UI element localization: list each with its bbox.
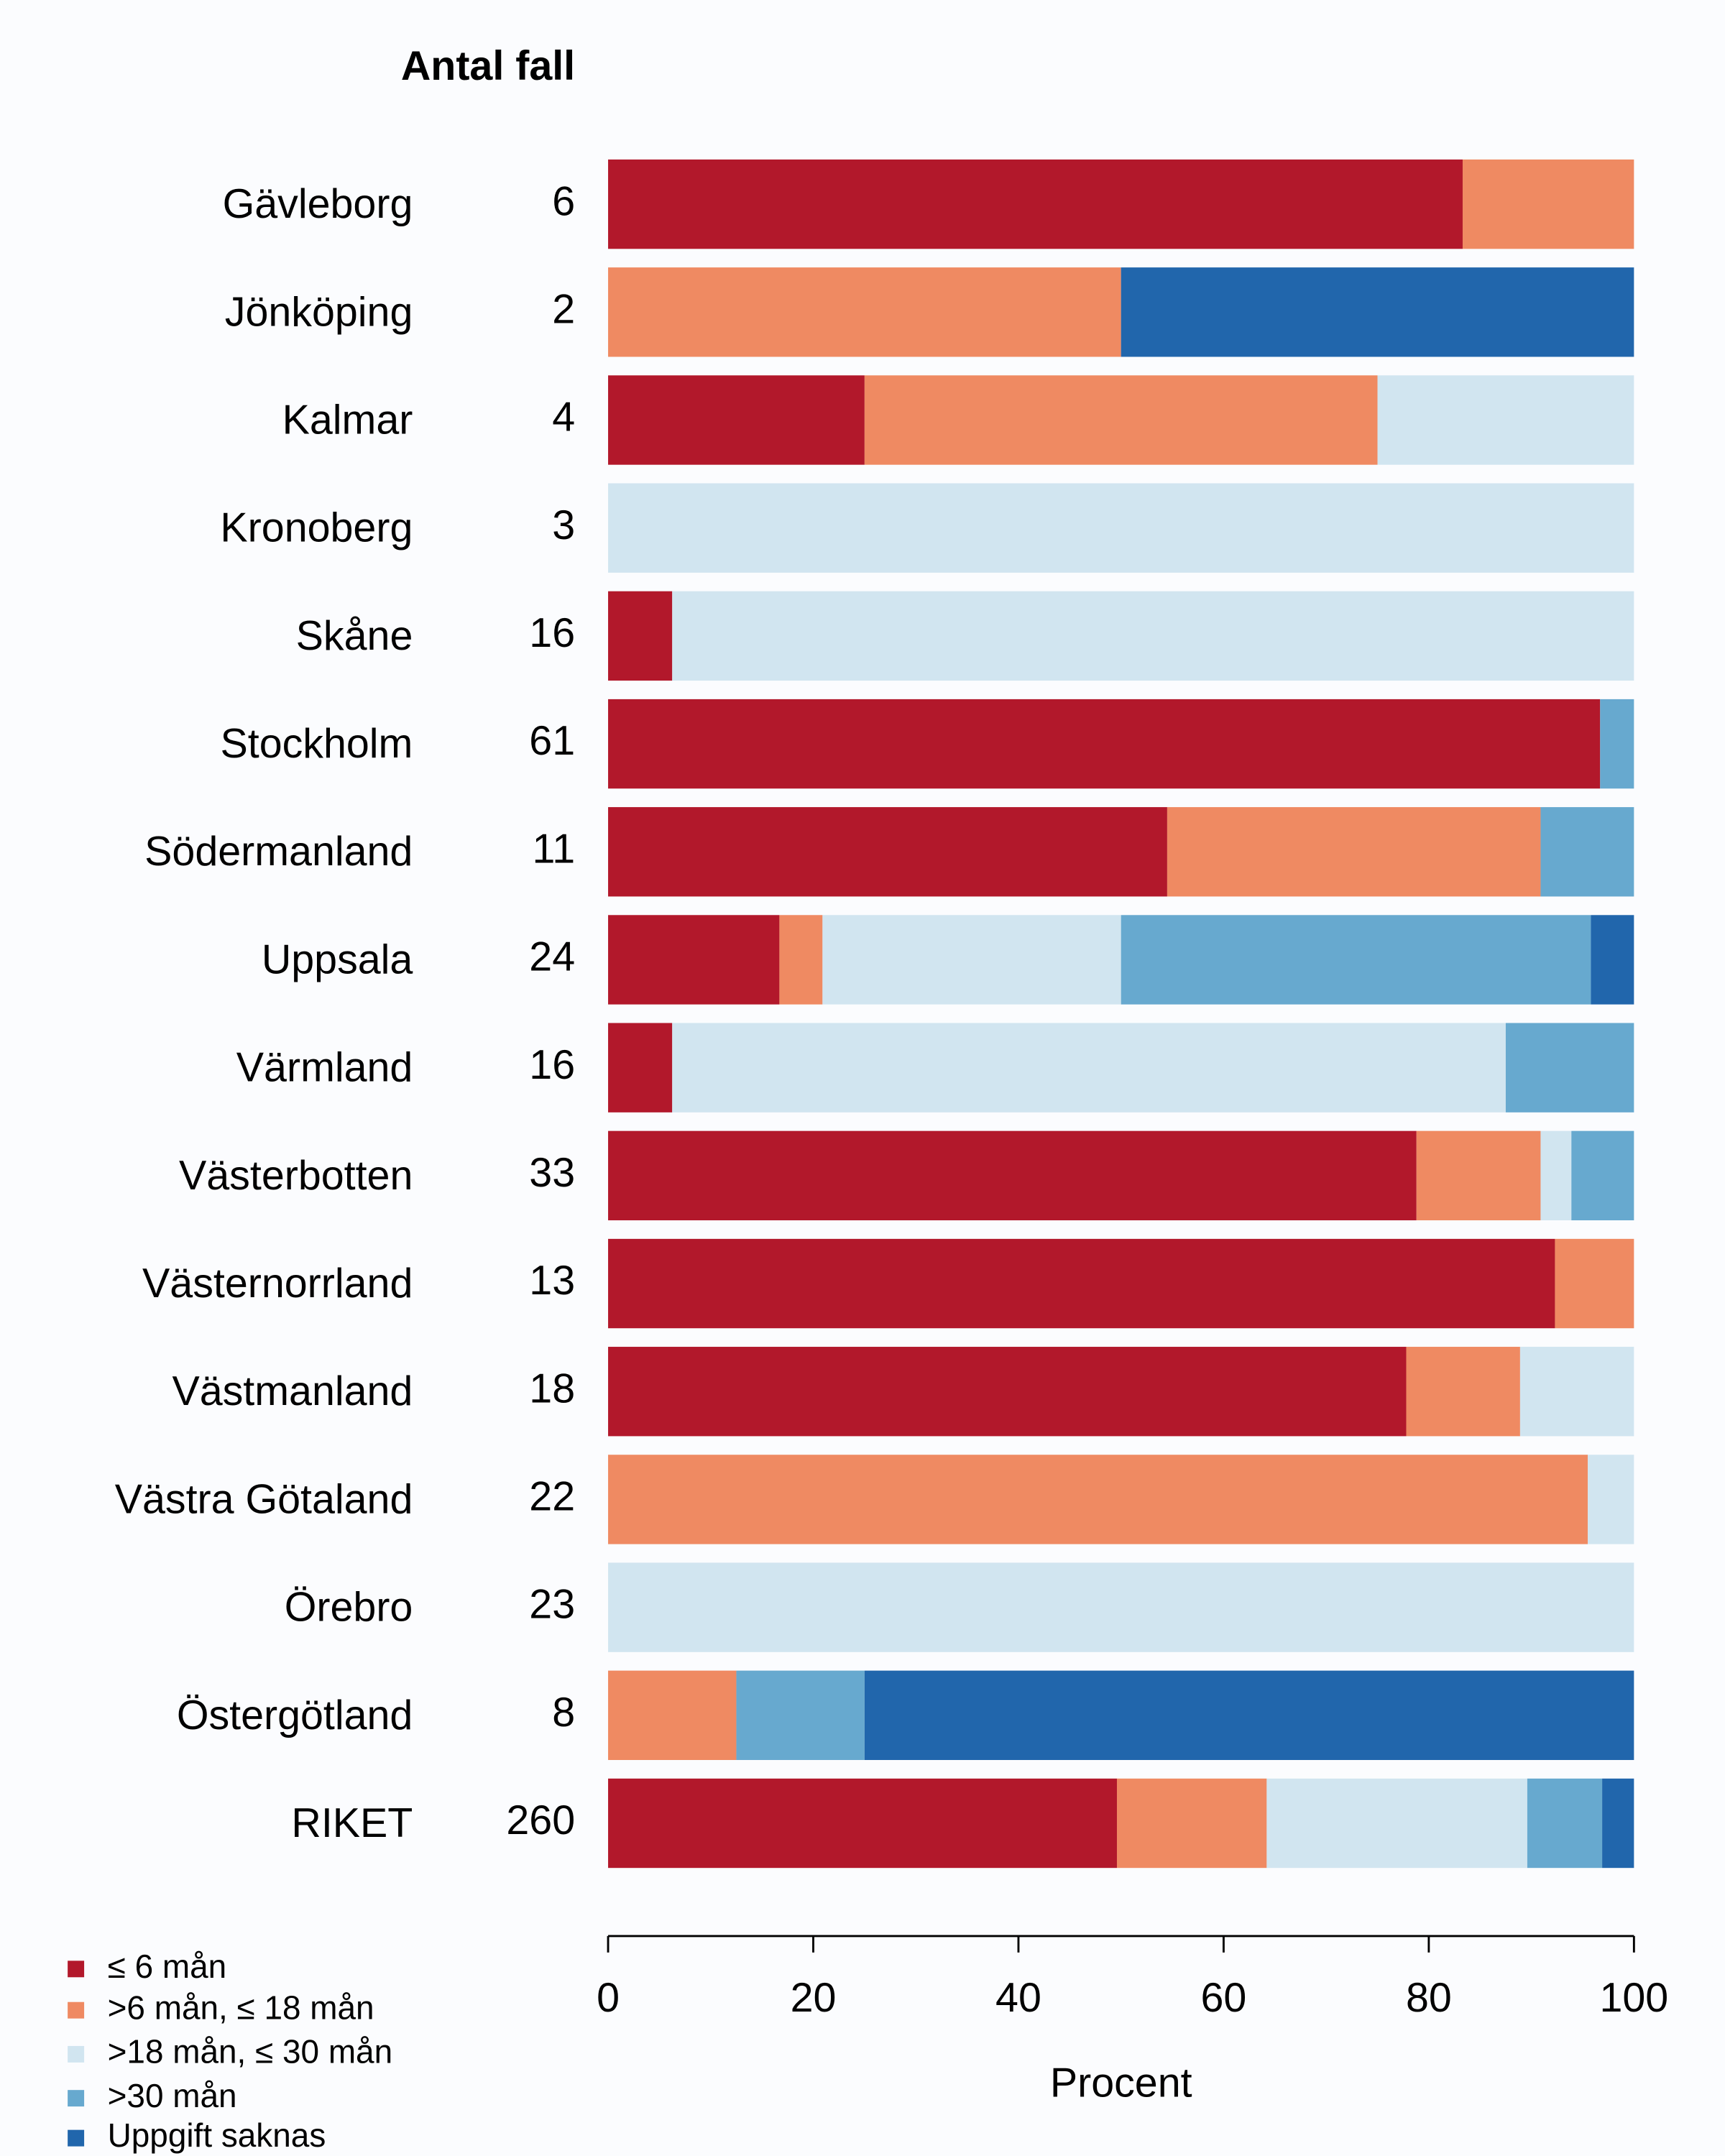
count-label: 13 [529, 1258, 575, 1304]
bar-segment [608, 1238, 1555, 1329]
count-label: 2 [552, 286, 575, 332]
count-header: Antal fall [401, 43, 575, 89]
count-label: 11 [533, 826, 576, 872]
count-label: 24 [529, 934, 575, 980]
bar-segment [1519, 1347, 1634, 1437]
bar-segment [608, 1130, 1417, 1221]
category-label: Kalmar [282, 397, 413, 443]
legend-label: Uppgift saknas [108, 2116, 326, 2154]
count-label: 33 [529, 1150, 575, 1196]
category-label: Örebro [285, 1585, 413, 1631]
legend-swatch [68, 2090, 85, 2107]
bar-segment [1416, 1130, 1541, 1221]
category-label: Stockholm [221, 721, 413, 767]
category-label: Västernorrland [142, 1261, 413, 1307]
x-tick-label: 60 [1201, 1975, 1247, 2021]
bar-segment [1377, 375, 1634, 465]
bar-segment [608, 1670, 737, 1760]
category-label: Västerbotten [179, 1153, 413, 1199]
category-label: Gävleborg [223, 181, 413, 227]
bar-segment [864, 375, 1378, 465]
bar-segment [1588, 1455, 1634, 1544]
bar-segment [608, 1778, 1117, 1869]
x-axis-label: Procent [1050, 2060, 1192, 2106]
legend-label: ≤ 6 mån [108, 1948, 227, 1985]
bar-segment [672, 1023, 1506, 1112]
bar-segment [1571, 1130, 1634, 1221]
bar-segment [608, 591, 673, 681]
bar-segment [736, 1670, 865, 1760]
count-label: 16 [529, 1042, 575, 1088]
legend-label: >18 mån, ≤ 30 mån [108, 2033, 393, 2070]
count-label: 61 [529, 718, 575, 764]
category-label: Västra Götaland [115, 1476, 413, 1522]
count-label: 18 [529, 1365, 575, 1411]
bar-segment [1266, 1778, 1527, 1869]
legend-swatch [68, 2129, 85, 2147]
bar-segment [1167, 807, 1541, 897]
x-tick-label: 100 [1599, 1975, 1668, 2021]
category-label: Östergötland [177, 1692, 413, 1738]
bar-segment [1462, 159, 1634, 249]
bar-segment [1527, 1778, 1603, 1869]
bar-segment [608, 915, 780, 1005]
bar-segment [1540, 807, 1634, 897]
bar-segment [608, 267, 1121, 357]
bar-segment [608, 1455, 1588, 1544]
bar-segment [822, 915, 1121, 1005]
bar-segment [1540, 1130, 1572, 1221]
bar-segment [608, 1347, 1407, 1437]
bar-segment [608, 1023, 673, 1112]
bar-segment [779, 915, 823, 1005]
bar-segment [608, 807, 1167, 897]
category-label: Uppsala [262, 936, 413, 982]
x-tick-label: 80 [1406, 1975, 1452, 2021]
category-label: Skåne [296, 613, 413, 659]
bar-segment [608, 699, 1601, 789]
count-label: 22 [529, 1474, 575, 1520]
bar-segment [1116, 1778, 1267, 1869]
bar-segment [1406, 1347, 1520, 1437]
bar-segment [1602, 1778, 1634, 1869]
bar-segment [608, 159, 1463, 249]
count-label: 260 [506, 1797, 575, 1843]
legend-label: >30 mån [108, 2077, 237, 2114]
bar-segment [1591, 915, 1634, 1005]
legend-swatch [68, 2045, 85, 2063]
category-label: Värmland [236, 1045, 413, 1091]
bar-segment [608, 483, 1634, 573]
bar-segment [1505, 1023, 1634, 1112]
bar-segment [1555, 1238, 1634, 1329]
bar-segment [608, 1562, 1634, 1652]
bar-segment [864, 1670, 1634, 1760]
x-tick-label: 40 [995, 1975, 1041, 2021]
category-label: Södermanland [144, 829, 413, 875]
category-label: Kronoberg [220, 505, 413, 551]
category-label: RIKET [291, 1800, 413, 1846]
count-label: 16 [529, 610, 575, 656]
bar-segment [1121, 267, 1634, 357]
count-label: 6 [552, 178, 575, 224]
count-label: 3 [552, 502, 575, 548]
count-label: 8 [552, 1690, 575, 1736]
legend-swatch [68, 1961, 85, 1978]
bar-segment [1121, 915, 1591, 1005]
x-tick-label: 0 [597, 1975, 620, 2021]
category-label: Västmanland [172, 1368, 413, 1414]
bar-segment [608, 375, 865, 465]
count-label: 23 [529, 1582, 575, 1628]
legend-label: >6 mån, ≤ 18 mån [108, 1989, 374, 2026]
legend-swatch [68, 2001, 85, 2019]
category-label: Jönköping [225, 289, 413, 335]
bar-segment [672, 591, 1634, 681]
bar-segment [1600, 699, 1634, 789]
x-tick-label: 20 [791, 1975, 837, 2021]
count-label: 4 [552, 395, 575, 441]
